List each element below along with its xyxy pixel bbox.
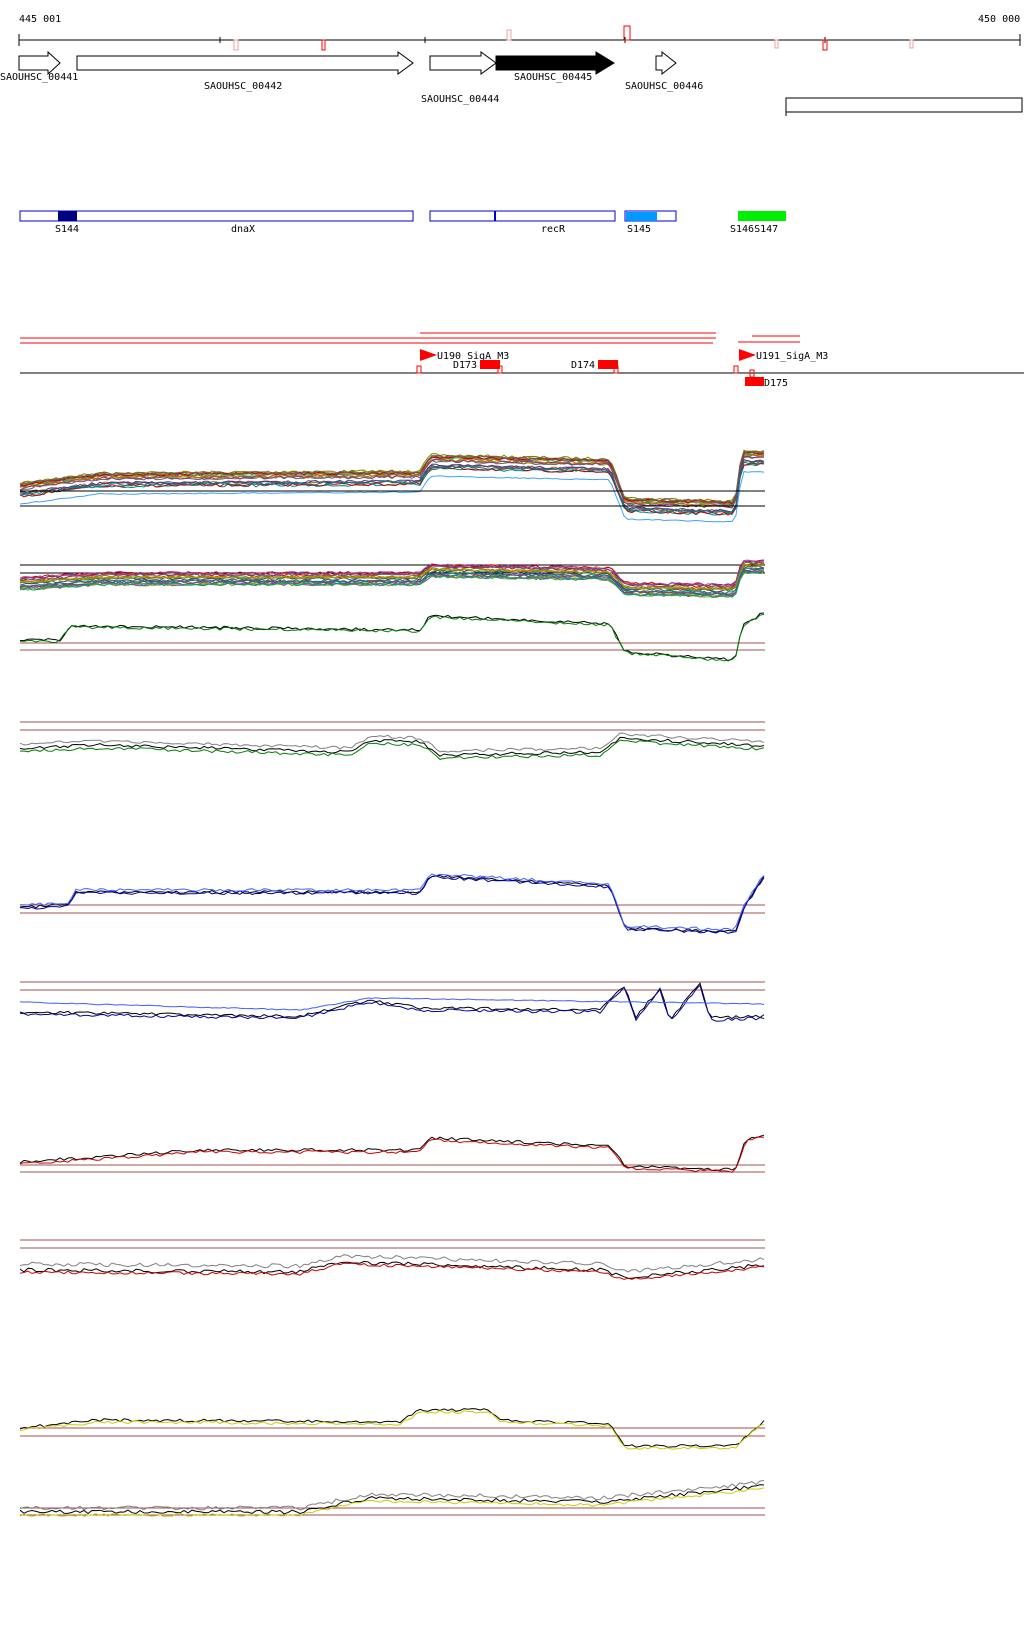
ruler-start-coordinate: 445 001 — [19, 14, 61, 25]
profile-line — [19, 1260, 765, 1279]
profile-line — [19, 451, 765, 505]
profile-line — [19, 1408, 765, 1448]
profile-line — [19, 1484, 765, 1515]
regulatory-label-u190: U190_SigA_M3 — [437, 351, 509, 362]
regulatory-label-d175: D175 — [764, 378, 788, 389]
profile-line — [19, 982, 765, 1020]
profile-line — [19, 874, 765, 933]
gene-arrow-saouhsc-00441[interactable] — [18, 50, 61, 76]
profile-line — [19, 561, 765, 589]
gene-arrow-saouhsc-00442[interactable] — [76, 51, 414, 75]
feature-s144-block[interactable] — [58, 211, 77, 221]
profile-line — [19, 1480, 765, 1511]
feature-box-s144-dnax[interactable] — [19, 210, 414, 222]
profile-line — [19, 1262, 765, 1280]
promoter-flag-u191[interactable] — [739, 349, 756, 373]
promoter-flag-u190[interactable] — [420, 349, 437, 373]
gene-box-unlabeled[interactable] — [785, 97, 1023, 113]
profile-line — [19, 570, 765, 598]
site-block-d173[interactable] — [480, 360, 500, 369]
regulatory-label-u191: U191_SigA_M3 — [756, 351, 828, 362]
feature-label-s144: S144 — [55, 224, 79, 235]
profile-line — [19, 461, 765, 514]
profile-line — [19, 613, 765, 662]
profile-line — [19, 453, 765, 507]
regulatory-track: U190_SigA_M3 D173 D174 U191_SigA_M3 D175 — [20, 332, 1024, 389]
profile-line — [19, 875, 765, 934]
feature-s145-block[interactable] — [626, 212, 657, 221]
profile-line — [19, 739, 765, 760]
gene-label: SAOUHSC_00445 — [514, 72, 592, 83]
gene-label: SAOUHSC_00441 — [0, 72, 78, 83]
gene-arrow-saouhsc-00444[interactable] — [429, 51, 497, 75]
site-block-d174[interactable] — [598, 360, 618, 369]
profile-line — [19, 1136, 765, 1173]
profile-line — [19, 455, 764, 509]
profile-line — [19, 997, 765, 1011]
feature-label-s145: S145 — [627, 224, 651, 235]
coordinate-ruler: 445 001 450 000 — [18, 14, 1021, 51]
gene-arrow-saouhsc-00446[interactable] — [655, 50, 677, 76]
regulatory-label-d173: D173 — [453, 360, 477, 371]
profile-line — [19, 449, 765, 504]
expression-profiles — [19, 449, 765, 1518]
profile-line — [20, 873, 765, 931]
profile-line — [19, 560, 765, 587]
profile-line — [19, 1254, 765, 1273]
profile-line — [19, 984, 765, 1022]
profile-line — [19, 1410, 765, 1450]
profile-line — [19, 1134, 765, 1171]
site-block-d175[interactable] — [745, 377, 764, 386]
profile-line — [19, 1487, 765, 1518]
profile-line — [19, 471, 765, 523]
profile-line — [19, 568, 765, 596]
feature-label-recr: recR — [541, 224, 566, 235]
regulatory-label-d174: D174 — [571, 360, 595, 371]
gene-arrow-saouhsc-00445[interactable] — [495, 51, 615, 75]
feature-track: S144 dnaX recR S145 S146S147 — [19, 210, 786, 235]
profile-line — [19, 563, 765, 592]
profile-line — [19, 732, 765, 753]
feature-s146s147-block[interactable] — [738, 211, 786, 221]
feature-label-dnax: dnaX — [231, 224, 255, 235]
gene-label: SAOUHSC_00444 — [421, 94, 499, 105]
ruler-end-coordinate: 450 000 — [978, 14, 1020, 25]
gene-track: SAOUHSC_00441 SAOUHSC_00442 SAOUHSC_0044… — [0, 50, 1023, 116]
gene-label: SAOUHSC_00442 — [204, 81, 282, 92]
profile-line — [19, 450, 765, 504]
profile-line — [19, 562, 765, 591]
feature-box-recr[interactable] — [429, 210, 616, 222]
profile-line — [19, 736, 765, 757]
gene-label: SAOUHSC_00446 — [625, 81, 703, 92]
feature-label-s146s147: S146S147 — [730, 224, 778, 235]
